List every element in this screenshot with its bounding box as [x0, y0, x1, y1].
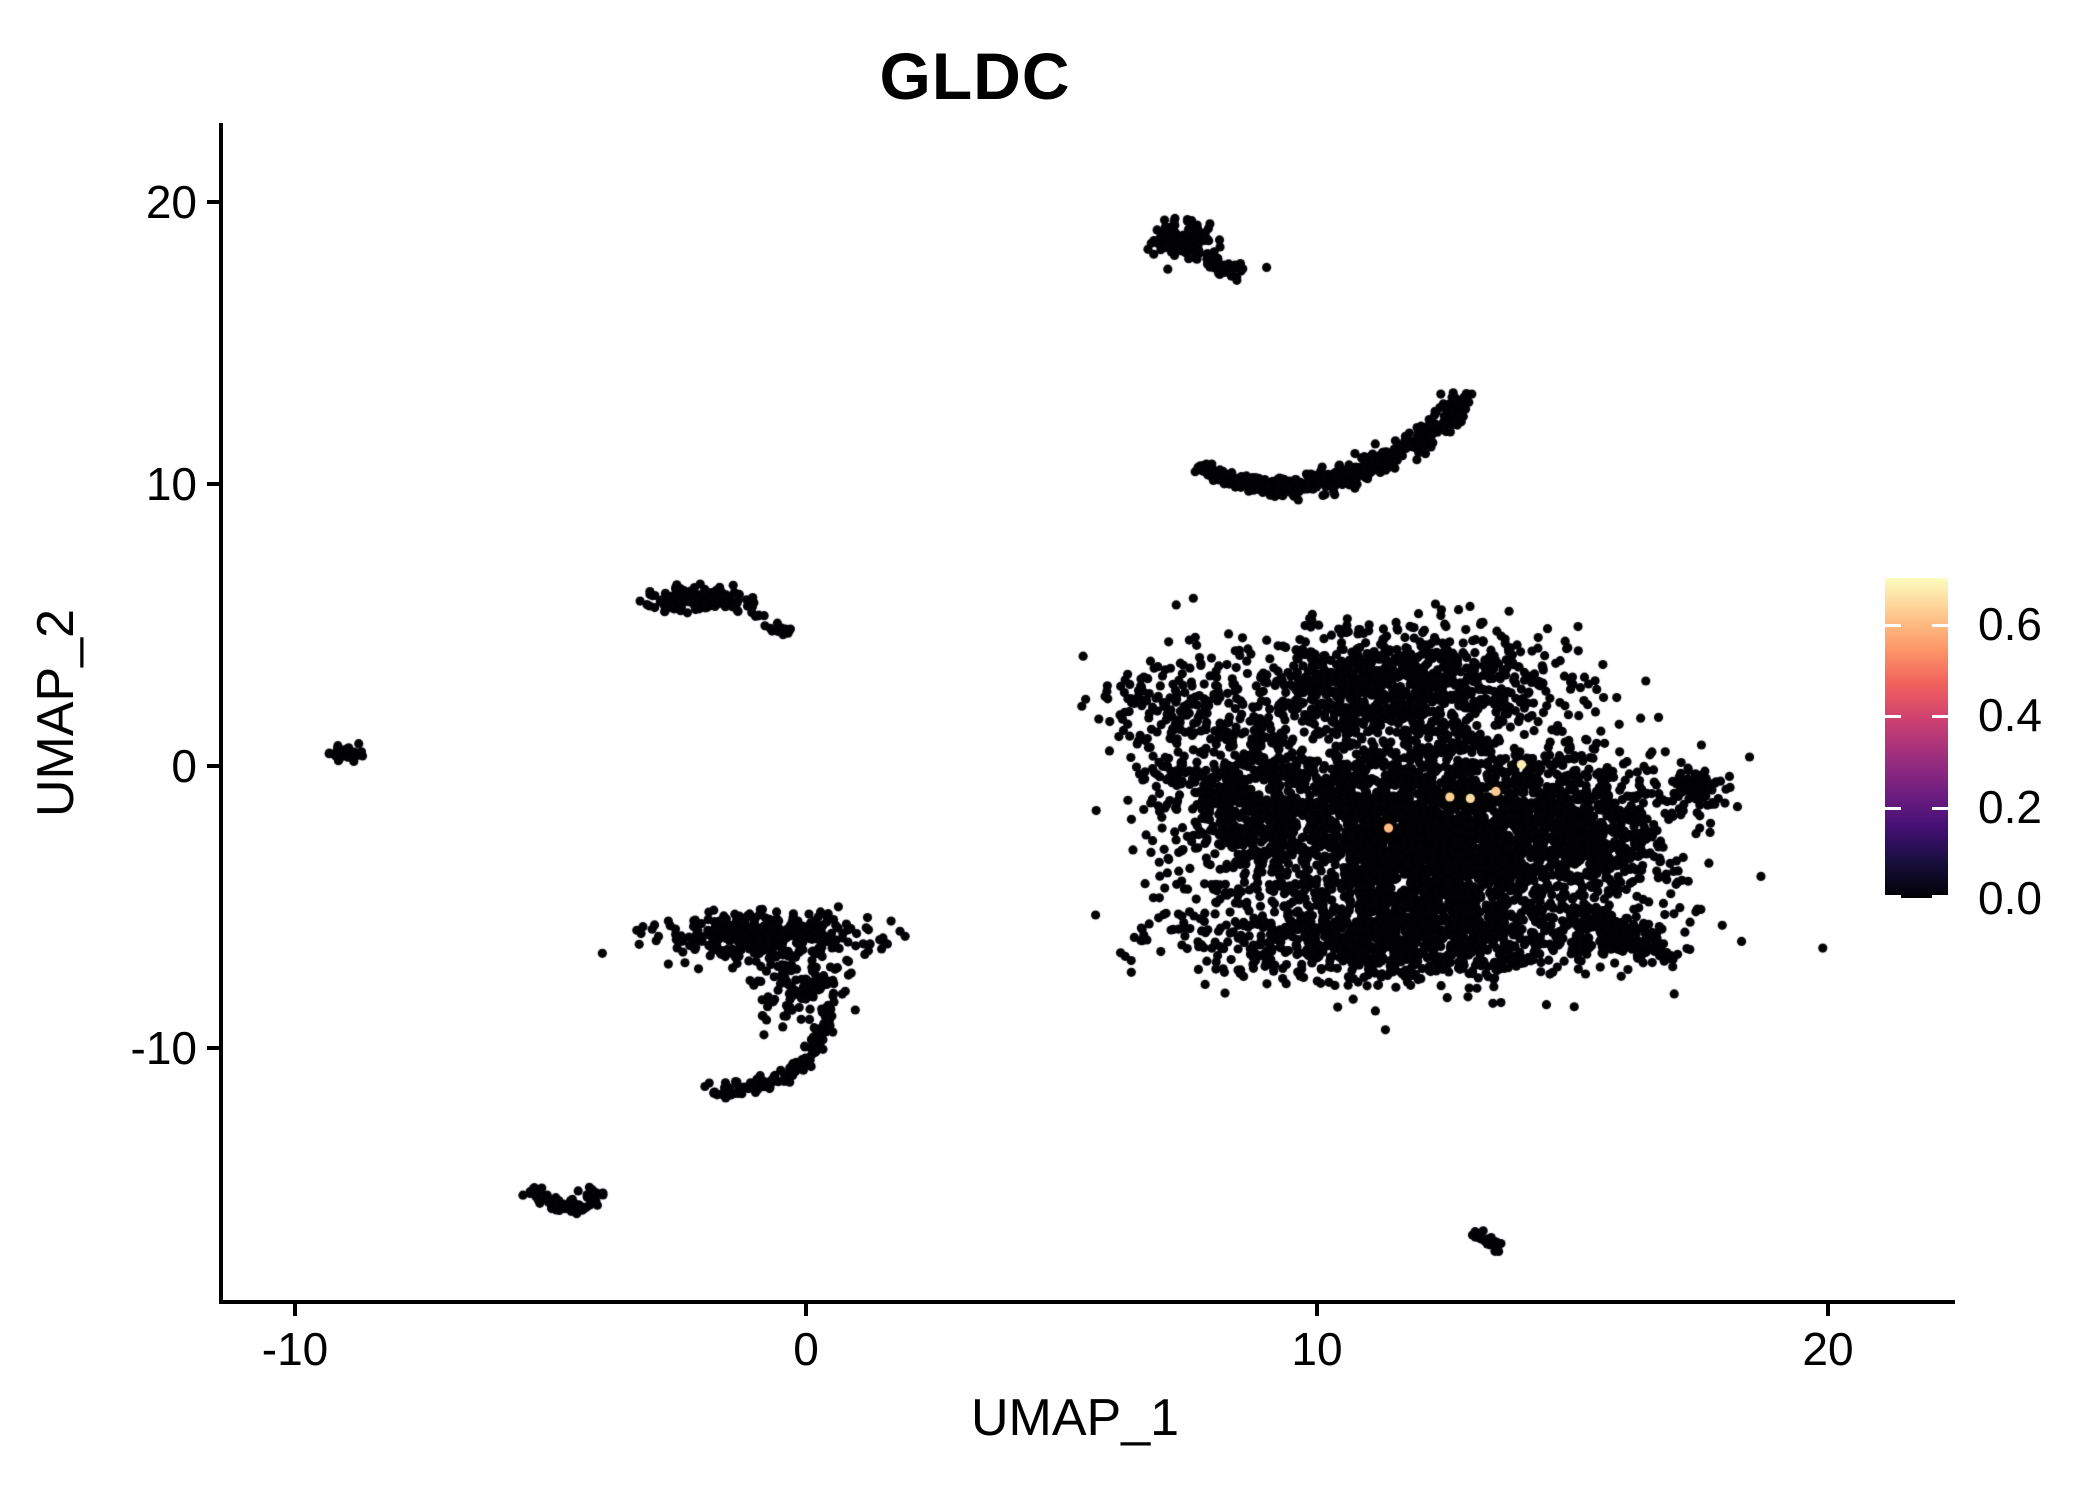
cbar-tick-left: [1885, 623, 1901, 627]
y-axis-title: UMAP_2: [27, 608, 85, 818]
y-tick-mark: [207, 1046, 221, 1050]
plot-title: GLDC: [879, 39, 1071, 113]
y-tick-mark: [207, 764, 221, 768]
y-axis-line: [219, 123, 223, 1304]
x-tick-mark: [1315, 1302, 1319, 1316]
y-tick-mark: [207, 200, 221, 204]
x-tick-label: 10: [1291, 1323, 1343, 1375]
y-tick-mark: [207, 482, 221, 486]
y-tick-label: 10: [145, 458, 197, 510]
expression-colorbar: [1885, 578, 1948, 898]
x-tick-mark: [1826, 1302, 1830, 1316]
x-tick-label: 0: [793, 1323, 819, 1375]
legend-tick-label: 0.6: [1978, 597, 2042, 650]
x-tick-label: 20: [1802, 1323, 1854, 1375]
cbar-tick-left: [1885, 806, 1901, 810]
cbar-tick-left: [1885, 895, 1901, 898]
x-tick-mark: [293, 1302, 297, 1316]
cbar-tick-right: [1932, 623, 1948, 627]
y-tick-label: 0: [171, 740, 197, 792]
legend-tick-label: 0.0: [1978, 872, 2042, 924]
legend-tick-label: 0.2: [1978, 780, 2042, 833]
x-axis-line: [219, 1300, 1955, 1304]
cbar-tick-right: [1932, 715, 1948, 719]
cbar-tick-left: [1885, 715, 1901, 719]
legend-tick-label: 0.4: [1978, 689, 2042, 742]
x-tick-mark: [804, 1302, 808, 1316]
cbar-tick-right: [1932, 895, 1948, 898]
y-tick-label: -10: [130, 1022, 197, 1074]
y-tick-label: 20: [145, 176, 197, 228]
x-axis-title: UMAP_1: [970, 1389, 1180, 1447]
x-tick-label: -10: [261, 1323, 329, 1375]
cbar-tick-right: [1932, 806, 1948, 810]
